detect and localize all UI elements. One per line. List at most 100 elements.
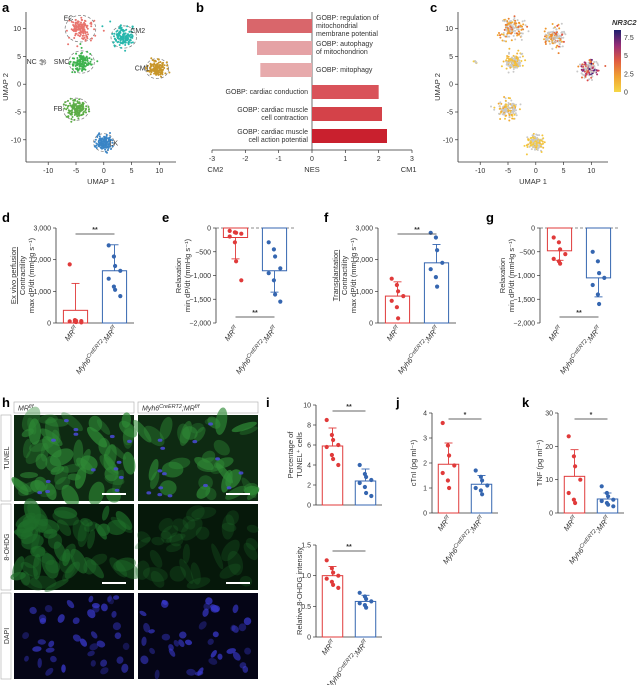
cell-shape bbox=[41, 552, 59, 579]
expr-point bbox=[594, 71, 597, 73]
cell-shape bbox=[194, 456, 214, 471]
cell-shape bbox=[202, 608, 209, 617]
umap-point bbox=[131, 25, 134, 28]
umap-point bbox=[72, 99, 75, 102]
umap-point bbox=[81, 51, 83, 54]
expr-point bbox=[593, 61, 596, 63]
nes-term-label: GOBP: regulation of bbox=[316, 15, 379, 22]
i1-data-point bbox=[331, 437, 336, 443]
umap-point bbox=[119, 24, 122, 27]
umap-point bbox=[120, 46, 123, 49]
expr-point bbox=[505, 40, 507, 43]
cluster-label-cm2: CM2 bbox=[130, 28, 145, 35]
expr-point bbox=[511, 21, 514, 24]
expr-point bbox=[544, 27, 547, 30]
expr-point bbox=[517, 28, 520, 31]
expr-point bbox=[515, 59, 518, 62]
k-data-point bbox=[611, 497, 616, 502]
nes-x-tick-label: 0 bbox=[310, 156, 314, 163]
umap-point bbox=[151, 63, 154, 66]
expr-point bbox=[500, 33, 503, 36]
k-data-point bbox=[566, 490, 571, 496]
umap-point bbox=[161, 73, 164, 76]
umap-point bbox=[101, 25, 104, 28]
umap-point bbox=[105, 133, 108, 136]
umap-point bbox=[70, 118, 73, 120]
i1-data-point bbox=[329, 452, 334, 458]
umap-point bbox=[74, 28, 77, 31]
f-data-point bbox=[389, 298, 394, 303]
f-bar-2 bbox=[423, 262, 450, 324]
umap-point bbox=[95, 142, 98, 145]
expr-point bbox=[542, 137, 545, 140]
nucleus bbox=[73, 432, 79, 436]
expr-point bbox=[505, 114, 508, 117]
cell-shape bbox=[227, 550, 244, 576]
cell-shape bbox=[33, 518, 54, 534]
umap-point bbox=[112, 41, 115, 44]
cell-shape bbox=[211, 543, 224, 570]
expr-point bbox=[547, 31, 550, 34]
expr-point bbox=[520, 38, 523, 41]
umap-point bbox=[162, 68, 165, 71]
micrograph-header-box bbox=[137, 401, 259, 414]
d-y-tick-label: 1,000 bbox=[33, 289, 51, 296]
i1-data-point bbox=[336, 462, 341, 468]
expr-points-smc bbox=[500, 47, 527, 74]
umap-point bbox=[74, 32, 77, 35]
expr-point bbox=[526, 146, 529, 148]
cell-shape bbox=[48, 640, 55, 648]
expr-point bbox=[556, 24, 559, 27]
expr-point bbox=[561, 31, 564, 33]
g-y-tick-label: −2,000 bbox=[513, 321, 535, 328]
umap-point bbox=[78, 98, 81, 101]
umap-point bbox=[90, 25, 93, 28]
umap-point bbox=[90, 23, 93, 25]
cell-shape bbox=[161, 633, 171, 641]
umap-point bbox=[78, 114, 81, 117]
umap-point bbox=[42, 60, 44, 63]
expr-point bbox=[513, 108, 516, 111]
d-data-point bbox=[106, 276, 111, 281]
e-data-point bbox=[232, 240, 237, 245]
expr-point bbox=[557, 40, 560, 43]
umap-point bbox=[68, 19, 71, 22]
umap-point bbox=[126, 25, 129, 28]
expr-point bbox=[546, 36, 549, 39]
umap-point bbox=[93, 28, 96, 31]
micrograph-row-label-box bbox=[0, 592, 12, 680]
cell-shape bbox=[121, 412, 132, 428]
cell-shape bbox=[205, 487, 217, 501]
expr-point bbox=[543, 141, 546, 144]
umap-point bbox=[74, 23, 77, 25]
umap-point bbox=[86, 64, 89, 67]
nucleus bbox=[226, 486, 232, 490]
e-x-category-label: MRf/f bbox=[223, 324, 241, 343]
umap-point bbox=[164, 72, 167, 75]
expr-point bbox=[518, 21, 520, 24]
umap-point bbox=[64, 101, 67, 104]
d-data-point bbox=[113, 263, 118, 269]
cell-shape bbox=[205, 597, 213, 605]
panel-label-g: g bbox=[486, 210, 494, 225]
f-data-point bbox=[433, 275, 438, 280]
i1-data-point bbox=[324, 444, 329, 450]
cell-shape bbox=[58, 552, 75, 574]
expr-point bbox=[499, 36, 502, 39]
umap-point bbox=[98, 145, 101, 148]
umap-a-x-tick-label: -10 bbox=[43, 168, 53, 175]
cluster-label-lk: LK bbox=[109, 141, 118, 148]
umap-point bbox=[74, 65, 77, 67]
d-y-label: Contractility bbox=[18, 256, 27, 295]
umap-point bbox=[115, 33, 118, 36]
umap-point bbox=[131, 27, 134, 30]
cluster-points-fb bbox=[62, 97, 91, 123]
nes-term-label: cell contraction bbox=[261, 115, 308, 122]
umap-a-x-tick-label: 10 bbox=[155, 168, 163, 175]
expr-point bbox=[595, 60, 598, 63]
expr-point bbox=[551, 47, 554, 50]
panel-c: c -10 -5 0 5 10 -10 -5 0 5 10 UMAP 1 UMAP 2 NR3C2 0 2.… bbox=[430, 0, 637, 186]
umap-point bbox=[87, 33, 89, 36]
umap-point bbox=[95, 144, 98, 147]
expr-point bbox=[551, 23, 554, 25]
